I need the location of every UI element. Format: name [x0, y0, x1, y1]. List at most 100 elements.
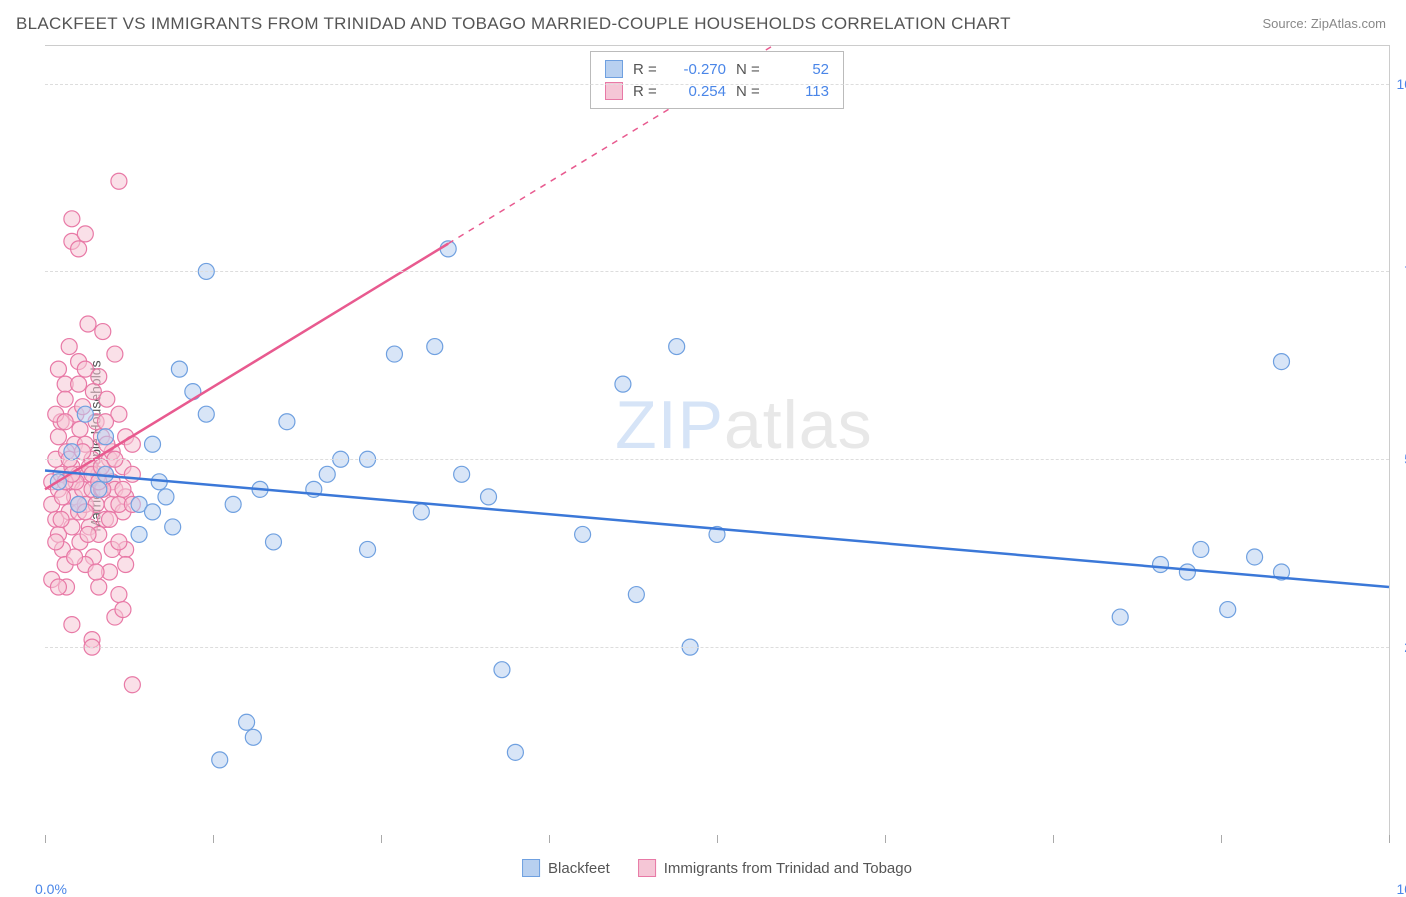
scatter-point [575, 526, 591, 542]
scatter-point [1153, 556, 1169, 572]
scatter-point [124, 677, 140, 693]
scatter-point [1179, 564, 1195, 580]
scatter-point [54, 489, 70, 505]
n-value-b: 113 [774, 83, 829, 100]
scatter-point [80, 526, 96, 542]
scatter-point [71, 241, 87, 257]
scatter-point [111, 173, 127, 189]
scatter-point [145, 436, 161, 452]
r-value-a: -0.270 [671, 61, 726, 78]
scatter-point [265, 534, 281, 550]
x-tick [1053, 835, 1054, 843]
scatter-point [77, 406, 93, 422]
scatter-point [628, 587, 644, 603]
scatter-point [77, 226, 93, 242]
scatter-point [72, 421, 88, 437]
n-label-b: N = [736, 83, 764, 100]
scatter-point [85, 384, 101, 400]
scatter-point [50, 361, 66, 377]
scatter-point [64, 444, 80, 460]
scatter-svg [45, 46, 1389, 835]
x-axis-min-label: 0.0% [35, 881, 67, 897]
scatter-point [118, 556, 134, 572]
x-tick [213, 835, 214, 843]
scatter-point [97, 429, 113, 445]
series-legend: Blackfeet Immigrants from Trinidad and T… [522, 859, 912, 877]
scatter-point [615, 376, 631, 392]
legend-row-a: R = -0.270 N = 52 [605, 58, 829, 80]
scatter-point [239, 714, 255, 730]
scatter-point [1220, 602, 1236, 618]
scatter-point [64, 617, 80, 633]
legend-label-a: Blackfeet [548, 860, 610, 877]
scatter-point [454, 466, 470, 482]
scatter-point [131, 526, 147, 542]
x-tick [45, 835, 46, 843]
r-label-a: R = [633, 61, 661, 78]
swatch-b-bottom-icon [638, 859, 656, 877]
scatter-point [1193, 541, 1209, 557]
x-tick [885, 835, 886, 843]
scatter-point [1112, 609, 1128, 625]
scatter-point [427, 339, 443, 355]
scatter-point [61, 339, 77, 355]
chart-plot-area: ZIPatlas R = -0.270 N = 52 R = 0.254 N =… [45, 45, 1390, 835]
trend-line-solid [45, 244, 448, 490]
scatter-point [64, 211, 80, 227]
legend-item-b: Immigrants from Trinidad and Tobago [638, 859, 912, 877]
scatter-point [198, 406, 214, 422]
x-tick [381, 835, 382, 843]
scatter-point [71, 376, 87, 392]
scatter-point [245, 729, 261, 745]
scatter-point [57, 414, 73, 430]
n-value-a: 52 [774, 61, 829, 78]
x-tick [717, 835, 718, 843]
scatter-point [115, 481, 131, 497]
scatter-point [91, 481, 107, 497]
trend-line [45, 471, 1389, 587]
scatter-point [111, 587, 127, 603]
legend-item-a: Blackfeet [522, 859, 610, 877]
scatter-point [91, 579, 107, 595]
scatter-point [91, 369, 107, 385]
scatter-point [1273, 354, 1289, 370]
scatter-point [50, 579, 66, 595]
scatter-point [1247, 549, 1263, 565]
scatter-point [111, 534, 127, 550]
swatch-a-icon [605, 60, 623, 78]
scatter-point [88, 564, 104, 580]
x-tick [1389, 835, 1390, 843]
scatter-point [165, 519, 181, 535]
scatter-point [97, 414, 113, 430]
gridline-h [45, 459, 1389, 460]
source-attribution: Source: ZipAtlas.com [1262, 16, 1386, 31]
scatter-point [386, 346, 402, 362]
scatter-point [212, 752, 228, 768]
scatter-point [57, 391, 73, 407]
r-value-b: 0.254 [671, 83, 726, 100]
scatter-point [225, 496, 241, 512]
r-label-b: R = [633, 83, 661, 100]
scatter-point [360, 541, 376, 557]
x-tick [1221, 835, 1222, 843]
scatter-point [507, 744, 523, 760]
scatter-point [279, 414, 295, 430]
scatter-point [413, 504, 429, 520]
scatter-point [95, 324, 111, 340]
scatter-point [71, 496, 87, 512]
gridline-h [45, 84, 1389, 85]
x-tick [549, 835, 550, 843]
x-axis-max-label: 100.0% [1397, 881, 1406, 897]
scatter-point [158, 489, 174, 505]
scatter-point [319, 466, 335, 482]
scatter-point [48, 534, 64, 550]
scatter-point [50, 429, 66, 445]
scatter-point [53, 511, 69, 527]
scatter-point [171, 361, 187, 377]
scatter-point [481, 489, 497, 505]
scatter-point [102, 511, 118, 527]
swatch-a-bottom-icon [522, 859, 540, 877]
scatter-point [145, 504, 161, 520]
n-label-a: N = [736, 61, 764, 78]
correlation-legend: R = -0.270 N = 52 R = 0.254 N = 113 [590, 51, 844, 109]
